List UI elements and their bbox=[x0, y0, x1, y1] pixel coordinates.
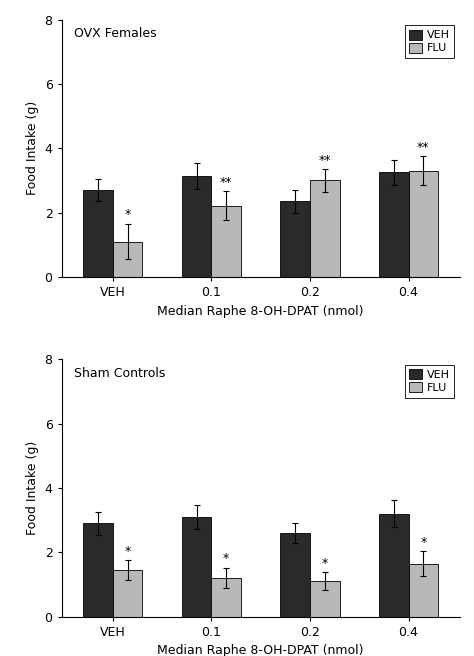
Bar bbox=[310, 180, 339, 277]
Text: *: * bbox=[420, 536, 427, 549]
Legend: VEH, FLU: VEH, FLU bbox=[404, 365, 454, 398]
Bar bbox=[310, 581, 339, 617]
Bar bbox=[182, 176, 211, 277]
Bar bbox=[281, 533, 310, 617]
Bar bbox=[113, 570, 142, 617]
Text: Sham Controls: Sham Controls bbox=[73, 367, 165, 380]
Text: **: ** bbox=[417, 141, 429, 154]
Bar bbox=[113, 241, 142, 277]
X-axis label: Median Raphe 8-OH-DPAT (nmol): Median Raphe 8-OH-DPAT (nmol) bbox=[157, 304, 364, 318]
Bar bbox=[211, 578, 241, 617]
Bar bbox=[281, 201, 310, 277]
Text: *: * bbox=[223, 552, 229, 565]
Text: OVX Females: OVX Females bbox=[73, 28, 156, 41]
Bar bbox=[379, 514, 409, 617]
Bar bbox=[83, 523, 113, 617]
Text: *: * bbox=[322, 557, 328, 569]
Bar bbox=[379, 173, 409, 277]
Y-axis label: Food Intake (g): Food Intake (g) bbox=[26, 441, 39, 535]
Bar bbox=[409, 171, 438, 277]
Bar bbox=[182, 517, 211, 617]
Bar bbox=[83, 190, 113, 277]
Bar bbox=[211, 205, 241, 277]
Legend: VEH, FLU: VEH, FLU bbox=[404, 25, 454, 58]
Text: *: * bbox=[125, 209, 131, 221]
Text: *: * bbox=[125, 544, 131, 558]
Text: **: ** bbox=[319, 154, 331, 167]
X-axis label: Median Raphe 8-OH-DPAT (nmol): Median Raphe 8-OH-DPAT (nmol) bbox=[157, 644, 364, 656]
Text: **: ** bbox=[220, 176, 232, 188]
Bar bbox=[409, 564, 438, 617]
Y-axis label: Food Intake (g): Food Intake (g) bbox=[26, 101, 39, 195]
